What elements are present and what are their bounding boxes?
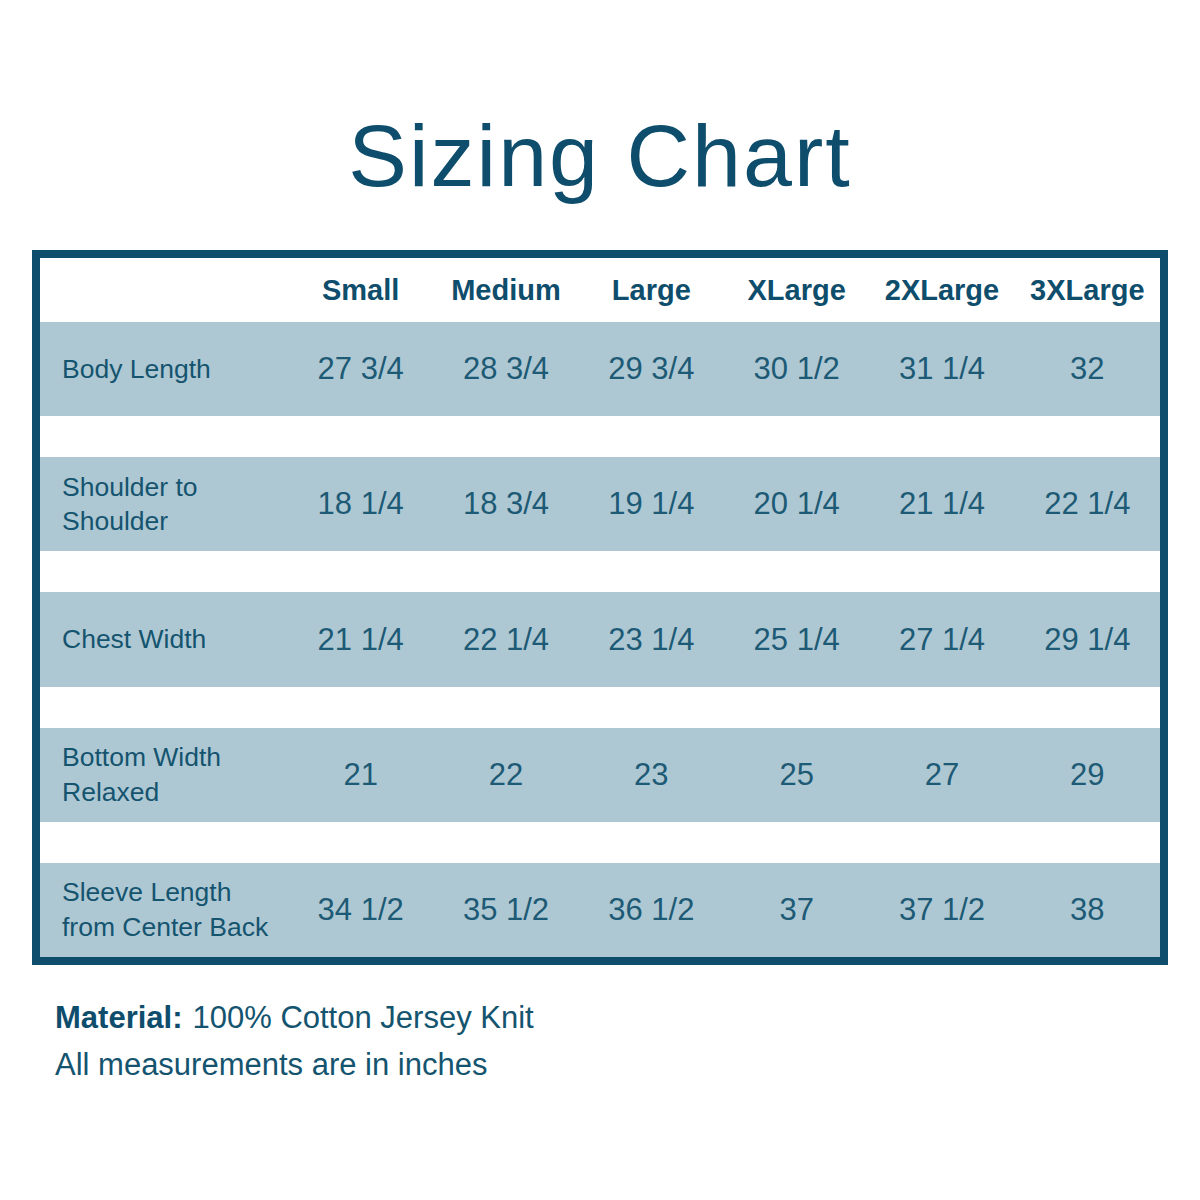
size-value-cell: 27 1/4	[869, 622, 1014, 658]
size-value-cell: 22	[433, 757, 578, 793]
size-value-cell: 22 1/4	[1015, 486, 1160, 522]
table-row-chest-width: Chest Width 21 1/4 22 1/4 23 1/4 25 1/4 …	[40, 592, 1160, 686]
size-value-cell: 29	[1015, 757, 1160, 793]
size-value-cell: 37 1/2	[869, 892, 1014, 928]
size-value-cell: 21 1/4	[288, 622, 433, 658]
measurement-unit-note: All measurements are in inches	[55, 1042, 534, 1089]
size-value-cell: 25	[724, 757, 869, 793]
size-value-cell: 25 1/4	[724, 622, 869, 658]
column-header-3xlarge: 3XLarge	[1015, 274, 1160, 307]
size-value-cell: 27	[869, 757, 1014, 793]
size-value-cell: 29 1/4	[1015, 622, 1160, 658]
size-value-cell: 27 3/4	[288, 351, 433, 387]
size-value-cell: 21	[288, 757, 433, 793]
size-value-cell: 29 3/4	[579, 351, 724, 387]
material-label: Material:	[55, 1000, 182, 1035]
size-value-cell: 22 1/4	[433, 622, 578, 658]
size-value-cell: 19 1/4	[579, 486, 724, 522]
row-label: Body Length	[40, 352, 288, 386]
column-header-2xlarge: 2XLarge	[869, 274, 1014, 307]
size-value-cell: 21 1/4	[869, 486, 1014, 522]
size-value-cell: 31 1/4	[869, 351, 1014, 387]
size-value-cell: 35 1/2	[433, 892, 578, 928]
column-header-large: Large	[579, 274, 724, 307]
material-line: Material: 100% Cotton Jersey Knit	[55, 995, 534, 1042]
table-row-shoulder-to-shoulder: Shoulder to Shoulder 18 1/4 18 3/4 19 1/…	[40, 457, 1160, 551]
column-header-medium: Medium	[433, 274, 578, 307]
material-value: 100% Cotton Jersey Knit	[192, 1000, 533, 1035]
table-row-body-length: Body Length 27 3/4 28 3/4 29 3/4 30 1/2 …	[40, 322, 1160, 416]
size-value-cell: 23	[579, 757, 724, 793]
size-value-cell: 28 3/4	[433, 351, 578, 387]
row-label: Shoulder to Shoulder	[40, 470, 288, 539]
size-value-cell: 37	[724, 892, 869, 928]
sizing-chart-page: Sizing Chart Small Medium Large XLarge 2…	[0, 0, 1200, 1200]
table-header-row: Small Medium Large XLarge 2XLarge 3XLarg…	[40, 258, 1160, 322]
row-label: Bottom Width Relaxed	[40, 740, 288, 809]
table-row-sleeve-length: Sleeve Length from Center Back 34 1/2 35…	[40, 863, 1160, 957]
table-row-bottom-width-relaxed: Bottom Width Relaxed 21 22 23 25 27 29	[40, 728, 1160, 822]
row-label: Sleeve Length from Center Back	[40, 875, 288, 944]
size-value-cell: 36 1/2	[579, 892, 724, 928]
size-value-cell: 30 1/2	[724, 351, 869, 387]
size-value-cell: 18 1/4	[288, 486, 433, 522]
row-label: Chest Width	[40, 622, 288, 656]
footer-notes: Material: 100% Cotton Jersey Knit All mea…	[55, 995, 534, 1088]
size-value-cell: 34 1/2	[288, 892, 433, 928]
column-header-small: Small	[288, 274, 433, 307]
size-value-cell: 20 1/4	[724, 486, 869, 522]
sizing-table: Small Medium Large XLarge 2XLarge 3XLarg…	[32, 250, 1168, 965]
page-title: Sizing Chart	[0, 108, 1200, 205]
size-value-cell: 32	[1015, 351, 1160, 387]
column-header-xlarge: XLarge	[724, 274, 869, 307]
size-value-cell: 18 3/4	[433, 486, 578, 522]
size-value-cell: 38	[1015, 892, 1160, 928]
size-value-cell: 23 1/4	[579, 622, 724, 658]
